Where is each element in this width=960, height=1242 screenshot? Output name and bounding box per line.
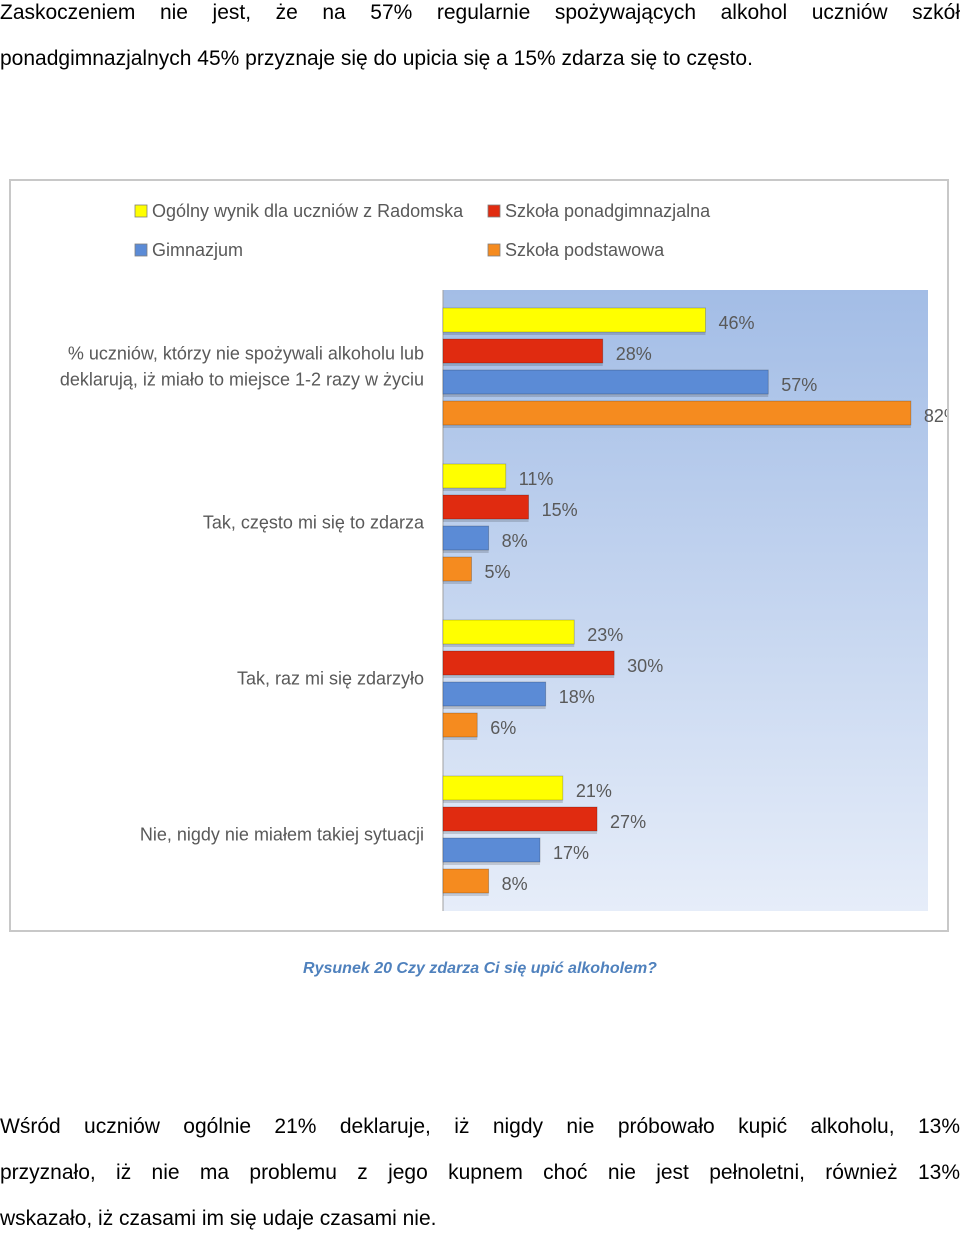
bar [442, 619, 575, 645]
bar [442, 307, 706, 333]
data-label: 46% [718, 313, 754, 333]
category-label: % uczniów, którzy nie spożywali alkoholu… [68, 344, 424, 364]
chart-frame: Ogólny wynik dla uczniów z Radomska Szkoł… [9, 179, 949, 932]
legend-swatch [487, 243, 501, 257]
outro-paragraph-line-3: wskazało, iż czasami im się udaje czasam… [0, 1207, 437, 1230]
bar [442, 650, 615, 676]
legend: Ogólny wynik dla uczniów z Radomska Szkoł… [134, 201, 711, 260]
bars [442, 307, 912, 896]
bar-shadow [443, 332, 706, 335]
bar-shadow [443, 550, 489, 553]
bar-chart: Ogólny wynik dla uczniów z Radomska Szkoł… [60, 201, 947, 911]
legend-swatch [134, 243, 148, 257]
category-label: Tak, często mi się to zdarza [203, 513, 425, 533]
data-label: 15% [542, 500, 578, 520]
data-label: 11% [519, 469, 554, 489]
data-label: 23% [587, 625, 623, 645]
bar-shadow [443, 737, 478, 740]
data-label: 28% [616, 344, 652, 364]
bar-shadow [443, 488, 506, 491]
outro-paragraph-line-1: Wśród uczniów ogólnie 21% deklaruje, iż … [0, 1115, 960, 1138]
bar [442, 837, 541, 863]
category-label: Nie, nigdy nie miałem takiej sytuacji [140, 825, 424, 845]
bar [442, 712, 478, 738]
data-label: 27% [610, 812, 646, 832]
data-label: 8% [502, 531, 528, 551]
bar-shadow [443, 893, 489, 896]
category-label: deklarują, iż miało to miejsce 1-2 razy … [60, 370, 424, 390]
intro-paragraph-line-2: ponadgimnazjalnych 45% przyznaje się do … [0, 47, 753, 70]
bar-shadow [443, 706, 546, 709]
bar [442, 338, 604, 364]
legend-entry: Szkoła ponadgimnazjalna [505, 201, 711, 221]
bar-shadow [443, 581, 472, 584]
data-label: 82% [924, 406, 947, 426]
bar [442, 868, 490, 894]
legend-swatch [487, 204, 501, 218]
labels: 46% 28% 57% 82% % uczniów, którzy nie spożyw… [60, 313, 947, 894]
bar [442, 463, 507, 489]
bar [442, 400, 912, 426]
bar-shadow [443, 363, 603, 366]
bar-shadow [443, 425, 911, 428]
bar-shadow [443, 831, 598, 834]
data-label: 17% [553, 843, 589, 863]
data-label: 18% [559, 687, 595, 707]
bar [442, 681, 547, 707]
legend-entry: Gimnazjum [152, 240, 243, 260]
bar [442, 494, 529, 520]
data-label: 57% [781, 375, 817, 395]
bar-shadow [443, 862, 540, 865]
bar [442, 369, 769, 395]
bar [442, 556, 472, 582]
outro-paragraph-line-2: przyznało, iż nie ma problemu z jego kup… [0, 1161, 960, 1184]
bar [442, 806, 598, 832]
category-label: Tak, raz mi się zdarzyło [237, 669, 424, 689]
data-label: 5% [485, 562, 511, 582]
bar-shadow [443, 675, 615, 678]
data-label: 8% [502, 874, 528, 894]
bar [442, 525, 490, 551]
legend-entry: Szkoła podstawowa [505, 240, 665, 260]
figure-caption: Rysunek 20 Czy zdarza Ci się upić alkoho… [303, 960, 657, 977]
intro-paragraph-line-1: Zaskoczeniem nie jest, że na 57% regular… [0, 1, 960, 24]
bar [442, 775, 564, 801]
bar-shadow [443, 644, 575, 647]
bar-shadow [443, 394, 769, 397]
data-label: 30% [627, 656, 663, 676]
data-label: 6% [490, 718, 516, 738]
legend-entry: Ogólny wynik dla uczniów z Radomska [152, 201, 464, 221]
data-label: 21% [576, 781, 612, 801]
legend-swatch [134, 204, 148, 218]
bar-shadow [443, 800, 563, 803]
bar-shadow [443, 519, 529, 522]
